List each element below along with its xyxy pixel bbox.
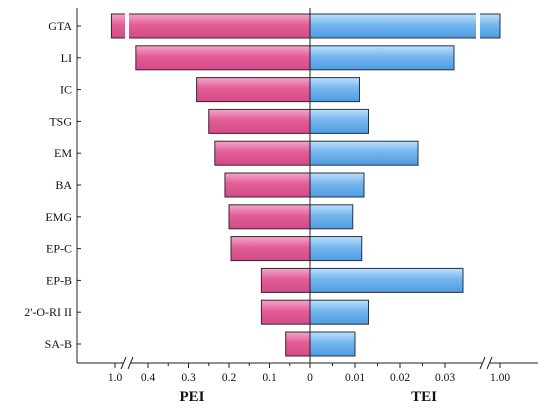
center-tick-label: 0: [307, 372, 313, 384]
tei-tick-label: 1.00: [490, 372, 510, 384]
pei-bar: [110, 13, 311, 39]
axis-break-mark: [486, 356, 493, 370]
category-label: TSG: [49, 114, 72, 128]
axes: 1.0 0.4 0.3 0.2 0.1 0 0.01 0.02 0.03 1.00 PEI TEI: [76, 8, 538, 405]
axis-break-mark: [127, 356, 134, 370]
tei-bar: [309, 45, 455, 71]
category-label: SA-B: [45, 337, 72, 351]
pei-bar: [214, 140, 311, 166]
tei-bar-break-gap: [476, 13, 480, 39]
tei-bar: [309, 267, 464, 293]
pei-bar: [135, 45, 311, 71]
pei-tick-label: 0.2: [222, 372, 237, 384]
tei-bar: [309, 172, 365, 198]
tei-bar: [309, 299, 369, 325]
category-label: EP-B: [46, 273, 72, 287]
pei-bar: [208, 108, 311, 134]
tei-bar: [309, 236, 363, 262]
pei-tick-label: 0.3: [181, 372, 196, 384]
pei-bar: [260, 299, 311, 325]
category-label: GTA: [48, 19, 72, 33]
tei-tick-label: 0.01: [345, 372, 365, 384]
pei-axis-title: PEI: [179, 389, 204, 405]
pei-bar: [230, 236, 311, 262]
axis-break-mark: [479, 356, 486, 370]
axis-break-mark: [120, 356, 127, 370]
tei-tick-label: 0.02: [390, 372, 410, 384]
tei-bar: [309, 108, 369, 134]
pei-bar: [260, 267, 311, 293]
tei-axis-title: TEI: [411, 389, 437, 405]
tei-bar: [309, 140, 419, 166]
category-label: 2'-O-RI II: [24, 305, 72, 319]
plot-area: GTA LI IC TSG EM BA EMG EP-C EP-B 2'-O-RI II SA-B: [24, 13, 501, 357]
category-label: BA: [55, 178, 72, 192]
tei-bar: [309, 77, 360, 103]
category-label: EM: [54, 146, 72, 160]
category-label: EP-C: [46, 242, 72, 256]
tei-bar: [309, 204, 354, 230]
pei-bar: [285, 331, 311, 357]
pei-bar: [228, 204, 311, 230]
pei-tick-label: 0.4: [141, 372, 156, 384]
tei-tick-label: 0.03: [435, 372, 455, 384]
pei-bar: [196, 77, 311, 103]
category-label: IC: [60, 83, 72, 97]
tei-bar: [309, 13, 501, 39]
pei-bar-break-gap: [125, 13, 129, 39]
pei-bar: [224, 172, 311, 198]
pei-tick-label: 0.1: [262, 372, 277, 384]
category-label: LI: [61, 51, 72, 65]
pei-tick-label: 1.0: [108, 372, 123, 384]
tei-bar: [309, 331, 356, 357]
category-label: EMG: [45, 210, 72, 224]
